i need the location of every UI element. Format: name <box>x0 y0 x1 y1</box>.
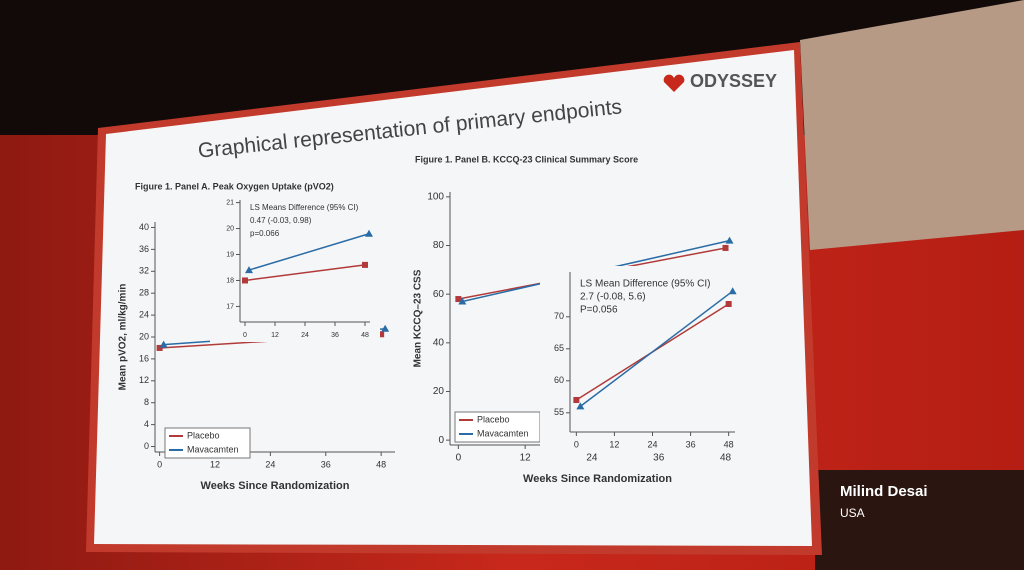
x-tick-label: 24 <box>586 453 598 464</box>
y-tick-label: 60 <box>433 289 445 300</box>
y-tick-label: 0 <box>438 435 444 446</box>
y-tick-label: 65 <box>554 343 564 353</box>
annotation: p=0.066 <box>250 229 280 238</box>
x-tick-label: 12 <box>520 453 532 464</box>
x-tick-label: 48 <box>376 459 386 469</box>
logo: ODYSSEY <box>690 71 777 91</box>
point <box>573 397 580 403</box>
chart-title: Figure 1. Panel B. KCCQ-23 Clinical Summ… <box>415 154 638 164</box>
x-tick-label: 0 <box>574 439 579 449</box>
series-line <box>244 264 366 282</box>
annotation: P=0.056 <box>580 305 618 316</box>
y-tick-label: 18 <box>226 277 234 284</box>
speaker-country: USA <box>840 506 865 520</box>
annotation: LS Means Difference (95% CI) <box>250 203 359 212</box>
y-tick-label: 20 <box>226 225 234 232</box>
point <box>365 229 373 237</box>
x-tick-label: 48 <box>361 332 369 339</box>
y-tick-label: 60 <box>554 375 564 385</box>
y-tick-label: 8 <box>144 397 149 407</box>
legend-box <box>164 427 251 459</box>
legend-label: Placebo <box>187 430 220 440</box>
annotation: 2.7 (-0.08, 5.6) <box>580 292 646 303</box>
legend-label: Mavacamten <box>477 428 529 438</box>
x-axis-label: Weeks Since Randomization <box>523 473 672 485</box>
point <box>362 261 368 268</box>
y-tick-label: 36 <box>139 244 149 254</box>
annotation: LS Mean Difference (95% CI) <box>580 279 710 290</box>
x-tick-label: 36 <box>331 332 339 339</box>
y-tick-label: 40 <box>139 222 149 232</box>
x-tick-label: 12 <box>609 439 619 449</box>
x-tick-label: 36 <box>686 439 696 449</box>
x-axis-label: Weeks Since Randomization <box>201 480 350 492</box>
y-axis-label: Mean KCCQ–23 CSS <box>413 269 424 367</box>
speaker-name: Milind Desai <box>840 483 928 500</box>
legend-label: Placebo <box>477 414 510 424</box>
y-tick-label: 80 <box>433 240 445 251</box>
x-tick-label: 12 <box>210 459 220 469</box>
y-tick-label: 19 <box>226 251 234 258</box>
point <box>576 402 585 410</box>
legend-box <box>454 411 541 443</box>
y-tick-label: 28 <box>139 288 149 298</box>
point <box>722 244 729 251</box>
y-axis-label: Mean pVO2, ml/kg/min <box>118 284 129 391</box>
x-tick-label: 0 <box>157 459 162 469</box>
annotation: 0.47 (-0.03, 0.98) <box>250 216 312 225</box>
y-tick-label: 21 <box>226 199 234 206</box>
y-tick-label: 12 <box>139 375 149 385</box>
legend-label: Mavacamten <box>187 444 239 454</box>
x-tick-label: 36 <box>653 453 665 464</box>
y-tick-label: 17 <box>226 303 234 310</box>
point <box>242 277 248 284</box>
y-tick-label: 20 <box>433 386 445 397</box>
y-tick-label: 70 <box>554 311 564 321</box>
point <box>156 344 163 351</box>
point <box>378 331 385 338</box>
y-tick-label: 40 <box>433 337 445 348</box>
logo-mark <box>663 74 685 92</box>
point <box>725 236 734 244</box>
y-tick-label: 32 <box>139 266 149 276</box>
x-tick-label: 36 <box>321 459 331 469</box>
point <box>381 324 390 332</box>
point <box>728 287 737 295</box>
x-tick-label: 24 <box>647 439 657 449</box>
series-line <box>579 290 734 407</box>
point <box>458 297 467 305</box>
x-tick-label: 24 <box>301 332 309 339</box>
name-banner <box>815 470 1024 570</box>
y-tick-label: 16 <box>139 353 149 363</box>
inset-background <box>210 194 380 342</box>
chart-title: Figure 1. Panel A. Peak Oxygen Uptake (p… <box>135 181 334 191</box>
y-tick-label: 24 <box>139 309 149 319</box>
x-tick-label: 0 <box>456 453 462 464</box>
y-tick-label: 55 <box>554 407 564 417</box>
point <box>245 266 253 274</box>
point <box>725 301 732 307</box>
x-tick-label: 48 <box>724 439 734 449</box>
y-tick-label: 100 <box>427 192 444 203</box>
x-tick-label: 48 <box>720 453 732 464</box>
wall-panel <box>800 0 1024 250</box>
y-tick-label: 20 <box>139 331 149 341</box>
series-line <box>248 233 370 271</box>
x-tick-label: 24 <box>265 459 275 469</box>
point <box>455 296 462 303</box>
y-tick-label: 4 <box>144 419 149 429</box>
x-tick-label: 0 <box>243 332 247 339</box>
point <box>159 340 168 348</box>
y-tick-label: 0 <box>144 441 149 451</box>
x-tick-label: 12 <box>271 332 279 339</box>
